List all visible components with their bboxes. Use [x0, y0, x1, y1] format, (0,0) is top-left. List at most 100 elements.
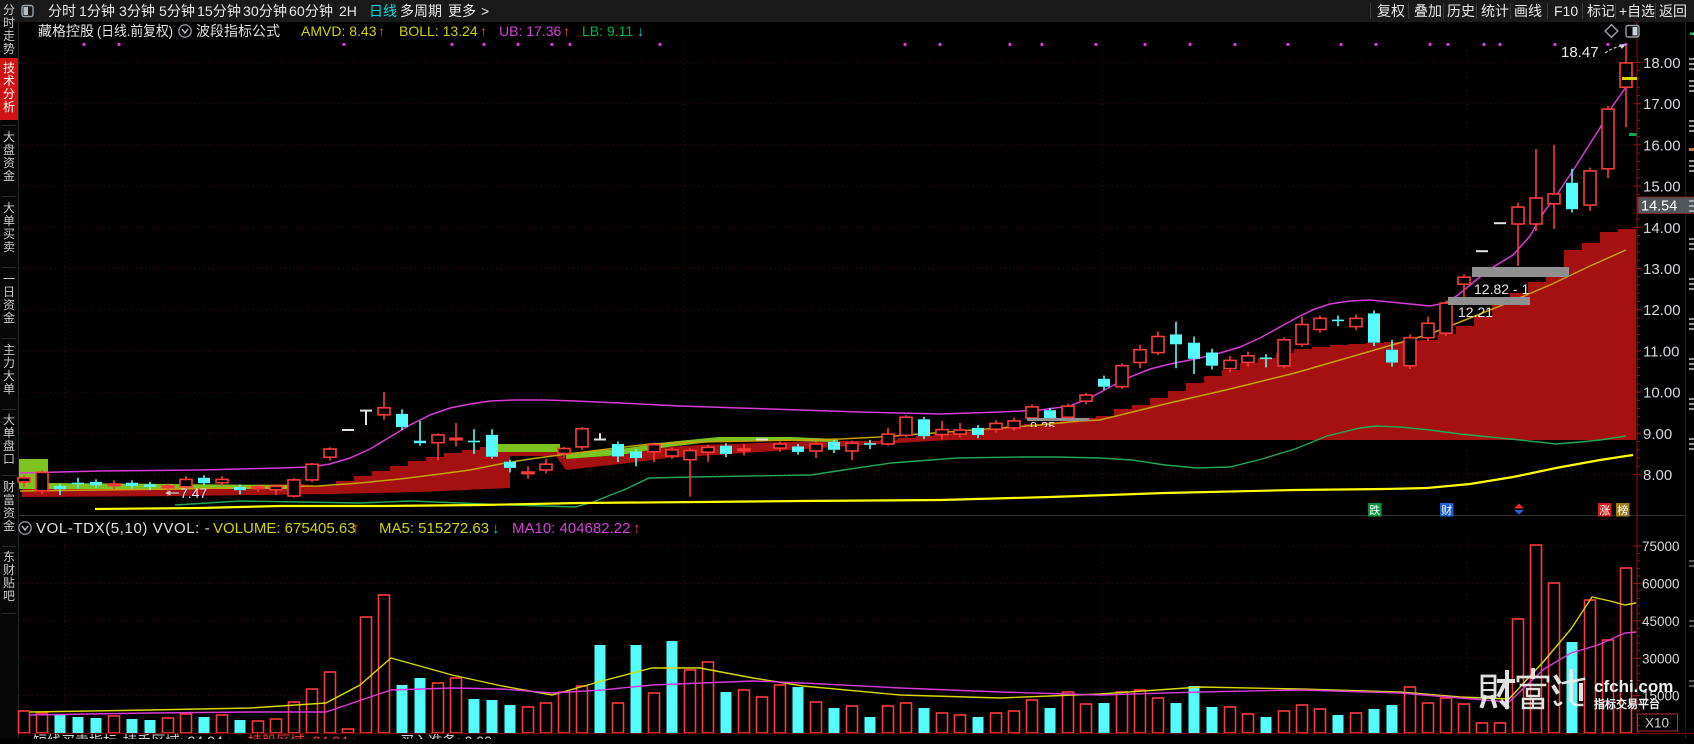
svg-text:11.00: 11.00 [1643, 343, 1679, 360]
svg-text:↑: ↑ [352, 520, 360, 537]
svg-text:买入准备: 0.00: 买入准备: 0.00 [400, 733, 492, 739]
svg-text:↑: ↑ [378, 23, 385, 39]
svg-text:VOL-TDX(5,10) VVOL: -: VOL-TDX(5,10) VVOL: - [36, 520, 210, 537]
svg-text:大: 大 [3, 413, 15, 427]
svg-text:跌: 跌 [1369, 503, 1380, 517]
svg-text:BOLL: 13.24: BOLL: 13.24 [399, 23, 478, 39]
svg-text:UB: 17.36: UB: 17.36 [499, 23, 561, 39]
svg-text:15.00: 15.00 [1643, 179, 1681, 196]
svg-text:↑: ↑ [480, 23, 487, 39]
svg-text:盘: 盘 [3, 438, 15, 453]
svg-text:资: 资 [3, 298, 15, 312]
svg-text:口: 口 [3, 452, 15, 466]
svg-text:15分钟: 15分钟 [197, 3, 241, 19]
svg-text:势: 势 [3, 42, 15, 56]
svg-text:30分钟: 30分钟 [243, 3, 287, 19]
svg-text:卖: 卖 [3, 240, 15, 254]
svg-text:大: 大 [3, 201, 15, 215]
svg-text:(日线.前复权): (日线.前复权) [97, 23, 173, 39]
svg-text:分: 分 [3, 3, 15, 17]
svg-text:14.54: 14.54 [1641, 199, 1677, 215]
svg-text:资: 资 [3, 506, 15, 520]
svg-text:↑: ↑ [633, 520, 641, 537]
svg-text:VOLUME: 675405.63: VOLUME: 675405.63 [213, 520, 356, 537]
svg-text:吧: 吧 [3, 589, 15, 603]
svg-text:分时: 分时 [48, 3, 76, 19]
svg-text:返回: 返回 [1659, 3, 1687, 19]
svg-text:F10: F10 [1554, 3, 1578, 19]
svg-text:9.00: 9.00 [1643, 426, 1672, 443]
svg-text:30000: 30000 [1642, 652, 1680, 667]
svg-text:16.00: 16.00 [1643, 137, 1681, 154]
svg-text:资: 资 [3, 156, 15, 170]
svg-text:MA10: 404682.22: MA10: 404682.22 [512, 520, 630, 537]
svg-text:10.00: 10.00 [1643, 385, 1681, 402]
svg-text:单: 单 [3, 382, 15, 396]
svg-text:8.00: 8.00 [1643, 467, 1672, 484]
svg-text:叠加: 叠加 [1414, 3, 1442, 19]
svg-text:↑: ↑ [351, 733, 358, 739]
svg-text:60分钟: 60分钟 [289, 3, 333, 19]
svg-text:一: 一 [3, 272, 15, 286]
svg-text:12.00: 12.00 [1643, 302, 1681, 319]
svg-text:贴: 贴 [3, 576, 15, 590]
svg-text:复权: 复权 [1377, 3, 1405, 19]
svg-text:多周期: 多周期 [400, 3, 442, 19]
svg-text:单: 单 [3, 214, 15, 228]
svg-text:60000: 60000 [1642, 577, 1680, 592]
svg-text:cfchi.com: cfchi.com [1594, 677, 1673, 696]
svg-text:18.00: 18.00 [1643, 55, 1681, 72]
svg-text:富: 富 [3, 492, 15, 507]
svg-text:14.00: 14.00 [1643, 220, 1681, 237]
svg-text:13.00: 13.00 [1643, 261, 1681, 278]
svg-text:大: 大 [3, 130, 15, 144]
svg-text:LB: 9.11: LB: 9.11 [582, 23, 633, 39]
svg-text:金: 金 [3, 168, 15, 183]
svg-text:↓: ↓ [637, 23, 644, 39]
svg-text:财: 财 [3, 563, 15, 577]
svg-text:3分钟: 3分钟 [119, 3, 155, 19]
svg-text:历史: 历史 [1447, 3, 1475, 19]
svg-text:日线: 日线 [369, 3, 397, 19]
svg-text:持手区域: 24.94: 持手区域: 24.94 [123, 733, 223, 739]
svg-text:画线: 画线 [1514, 3, 1542, 19]
svg-text:17.00: 17.00 [1643, 96, 1681, 113]
svg-text:大: 大 [3, 369, 15, 383]
svg-text:金: 金 [3, 310, 15, 325]
svg-text:12.21: 12.21 [1458, 304, 1493, 320]
svg-text:MA5: 515272.63: MA5: 515272.63 [379, 520, 489, 537]
svg-text:↓: ↓ [492, 520, 500, 537]
svg-text:+自选: +自选 [1619, 3, 1655, 19]
svg-text:力: 力 [3, 356, 15, 370]
svg-text:1分钟: 1分钟 [79, 3, 115, 19]
svg-text:财: 财 [3, 480, 15, 494]
svg-text:财: 财 [1441, 503, 1452, 517]
svg-text:时: 时 [3, 16, 15, 30]
svg-text:藏格控股: 藏格控股 [38, 23, 94, 39]
svg-text:指标交易平台: 指标交易平台 [1594, 697, 1660, 711]
svg-text:5分钟: 5分钟 [159, 3, 195, 19]
svg-text:涨: 涨 [1599, 504, 1610, 517]
svg-text:45000: 45000 [1642, 614, 1680, 629]
svg-text:2H: 2H [339, 3, 357, 19]
svg-text:18.47: 18.47 [1561, 44, 1599, 61]
svg-text:7.47: 7.47 [180, 485, 207, 501]
svg-text:>: > [481, 3, 489, 19]
svg-text:AMVD: 8.43: AMVD: 8.43 [301, 23, 377, 39]
svg-text:X10: X10 [1645, 716, 1669, 731]
svg-text:买: 买 [3, 227, 15, 241]
svg-text:持股区域: 24.94: 持股区域: 24.94 [248, 733, 348, 739]
svg-text:标记: 标记 [1587, 3, 1615, 19]
svg-text:东: 东 [3, 550, 15, 564]
svg-text:波段指标公式: 波段指标公式 [196, 23, 280, 39]
svg-text:短线买卖指标: 短线买卖指标 [33, 733, 117, 739]
svg-text:75000: 75000 [1642, 539, 1680, 554]
svg-text:12.82 - 1: 12.82 - 1 [1474, 281, 1529, 297]
svg-text:主: 主 [3, 343, 15, 357]
svg-text:单: 单 [3, 426, 15, 440]
svg-text:榜: 榜 [1617, 503, 1628, 517]
svg-text:日: 日 [3, 285, 15, 299]
svg-text:更多: 更多 [448, 3, 476, 19]
svg-text:析: 析 [3, 100, 15, 114]
svg-text:术: 术 [3, 74, 15, 88]
